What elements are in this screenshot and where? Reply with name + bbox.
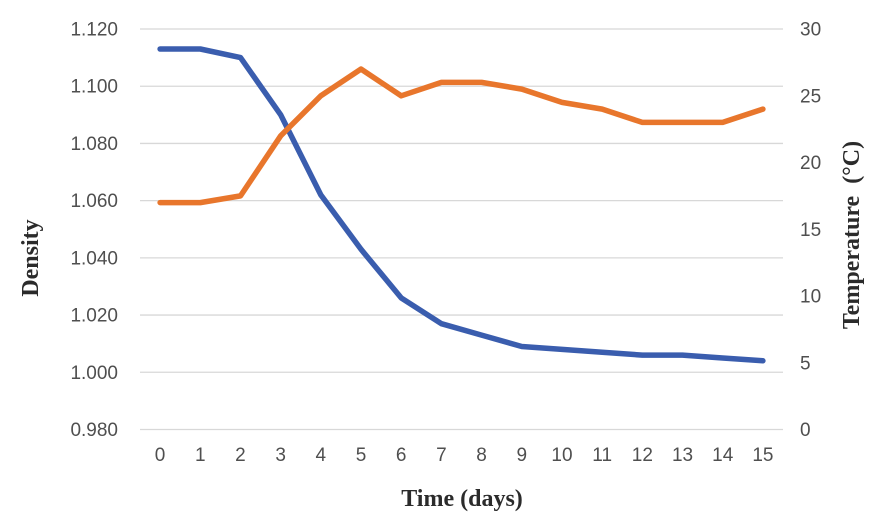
x-axis-tick-label: 13 bbox=[672, 445, 693, 466]
left-axis-tick-label: 1.040 bbox=[70, 248, 118, 269]
right-axis-tick-labels: 0 5 10 15 20 25 30 bbox=[800, 20, 821, 442]
right-axis-tick-label: 15 bbox=[800, 220, 821, 241]
right-axis-tick-label: 25 bbox=[800, 86, 821, 107]
right-axis-tick-label: 5 bbox=[800, 353, 811, 374]
x-axis-tick-label: 6 bbox=[396, 445, 407, 466]
right-axis-title: Temperature (°C) bbox=[839, 140, 865, 330]
left-axis-tick-label: 1.000 bbox=[70, 363, 118, 384]
x-axis-tick-label: 0 bbox=[155, 445, 166, 466]
left-axis-tick-label: 1.080 bbox=[70, 134, 118, 155]
x-axis-tick-label: 1 bbox=[195, 445, 206, 466]
x-axis-tick-label: 9 bbox=[516, 445, 527, 466]
x-axis-title: Time (days) bbox=[401, 486, 523, 512]
left-axis-tick-label: 1.020 bbox=[70, 306, 118, 327]
right-axis-tick-label: 0 bbox=[800, 420, 811, 441]
x-axis-tick-label: 3 bbox=[275, 445, 286, 466]
x-axis-tick-label: 11 bbox=[592, 445, 612, 466]
x-axis-tick-label: 12 bbox=[632, 445, 653, 466]
x-axis-tick-label: 5 bbox=[356, 445, 367, 466]
x-axis-tick-label: 14 bbox=[712, 445, 734, 466]
left-axis-tick-label: 0.980 bbox=[70, 420, 118, 441]
right-axis-tick-label: 20 bbox=[800, 153, 821, 174]
series-density-line bbox=[157, 46, 766, 364]
gridlines bbox=[140, 28, 783, 431]
left-axis-tick-label: 1.120 bbox=[70, 20, 118, 41]
x-axis-tick-label: 15 bbox=[752, 445, 773, 466]
right-axis-tick-label: 10 bbox=[800, 287, 821, 308]
left-axis-tick-label: 1.060 bbox=[70, 191, 118, 212]
series-temperature-line bbox=[157, 66, 766, 206]
left-axis-title: Density bbox=[18, 219, 44, 297]
x-axis-tick-label: 8 bbox=[476, 445, 487, 466]
right-axis-tick-label: 30 bbox=[800, 20, 821, 41]
x-axis-tick-label: 2 bbox=[235, 445, 246, 466]
x-axis-tick-label: 7 bbox=[436, 445, 447, 466]
x-axis-tick-label: 10 bbox=[551, 445, 572, 466]
left-axis-tick-label: 1.100 bbox=[70, 77, 118, 98]
x-axis-tick-label: 4 bbox=[316, 445, 327, 466]
left-axis-tick-labels: 0.980 1.000 1.020 1.040 1.060 1.080 1.100 1.120 bbox=[70, 20, 118, 442]
x-axis-tick-labels: 0 1 2 3 4 5 6 7 8 9 10 11 12 13 14 15 bbox=[155, 445, 774, 466]
